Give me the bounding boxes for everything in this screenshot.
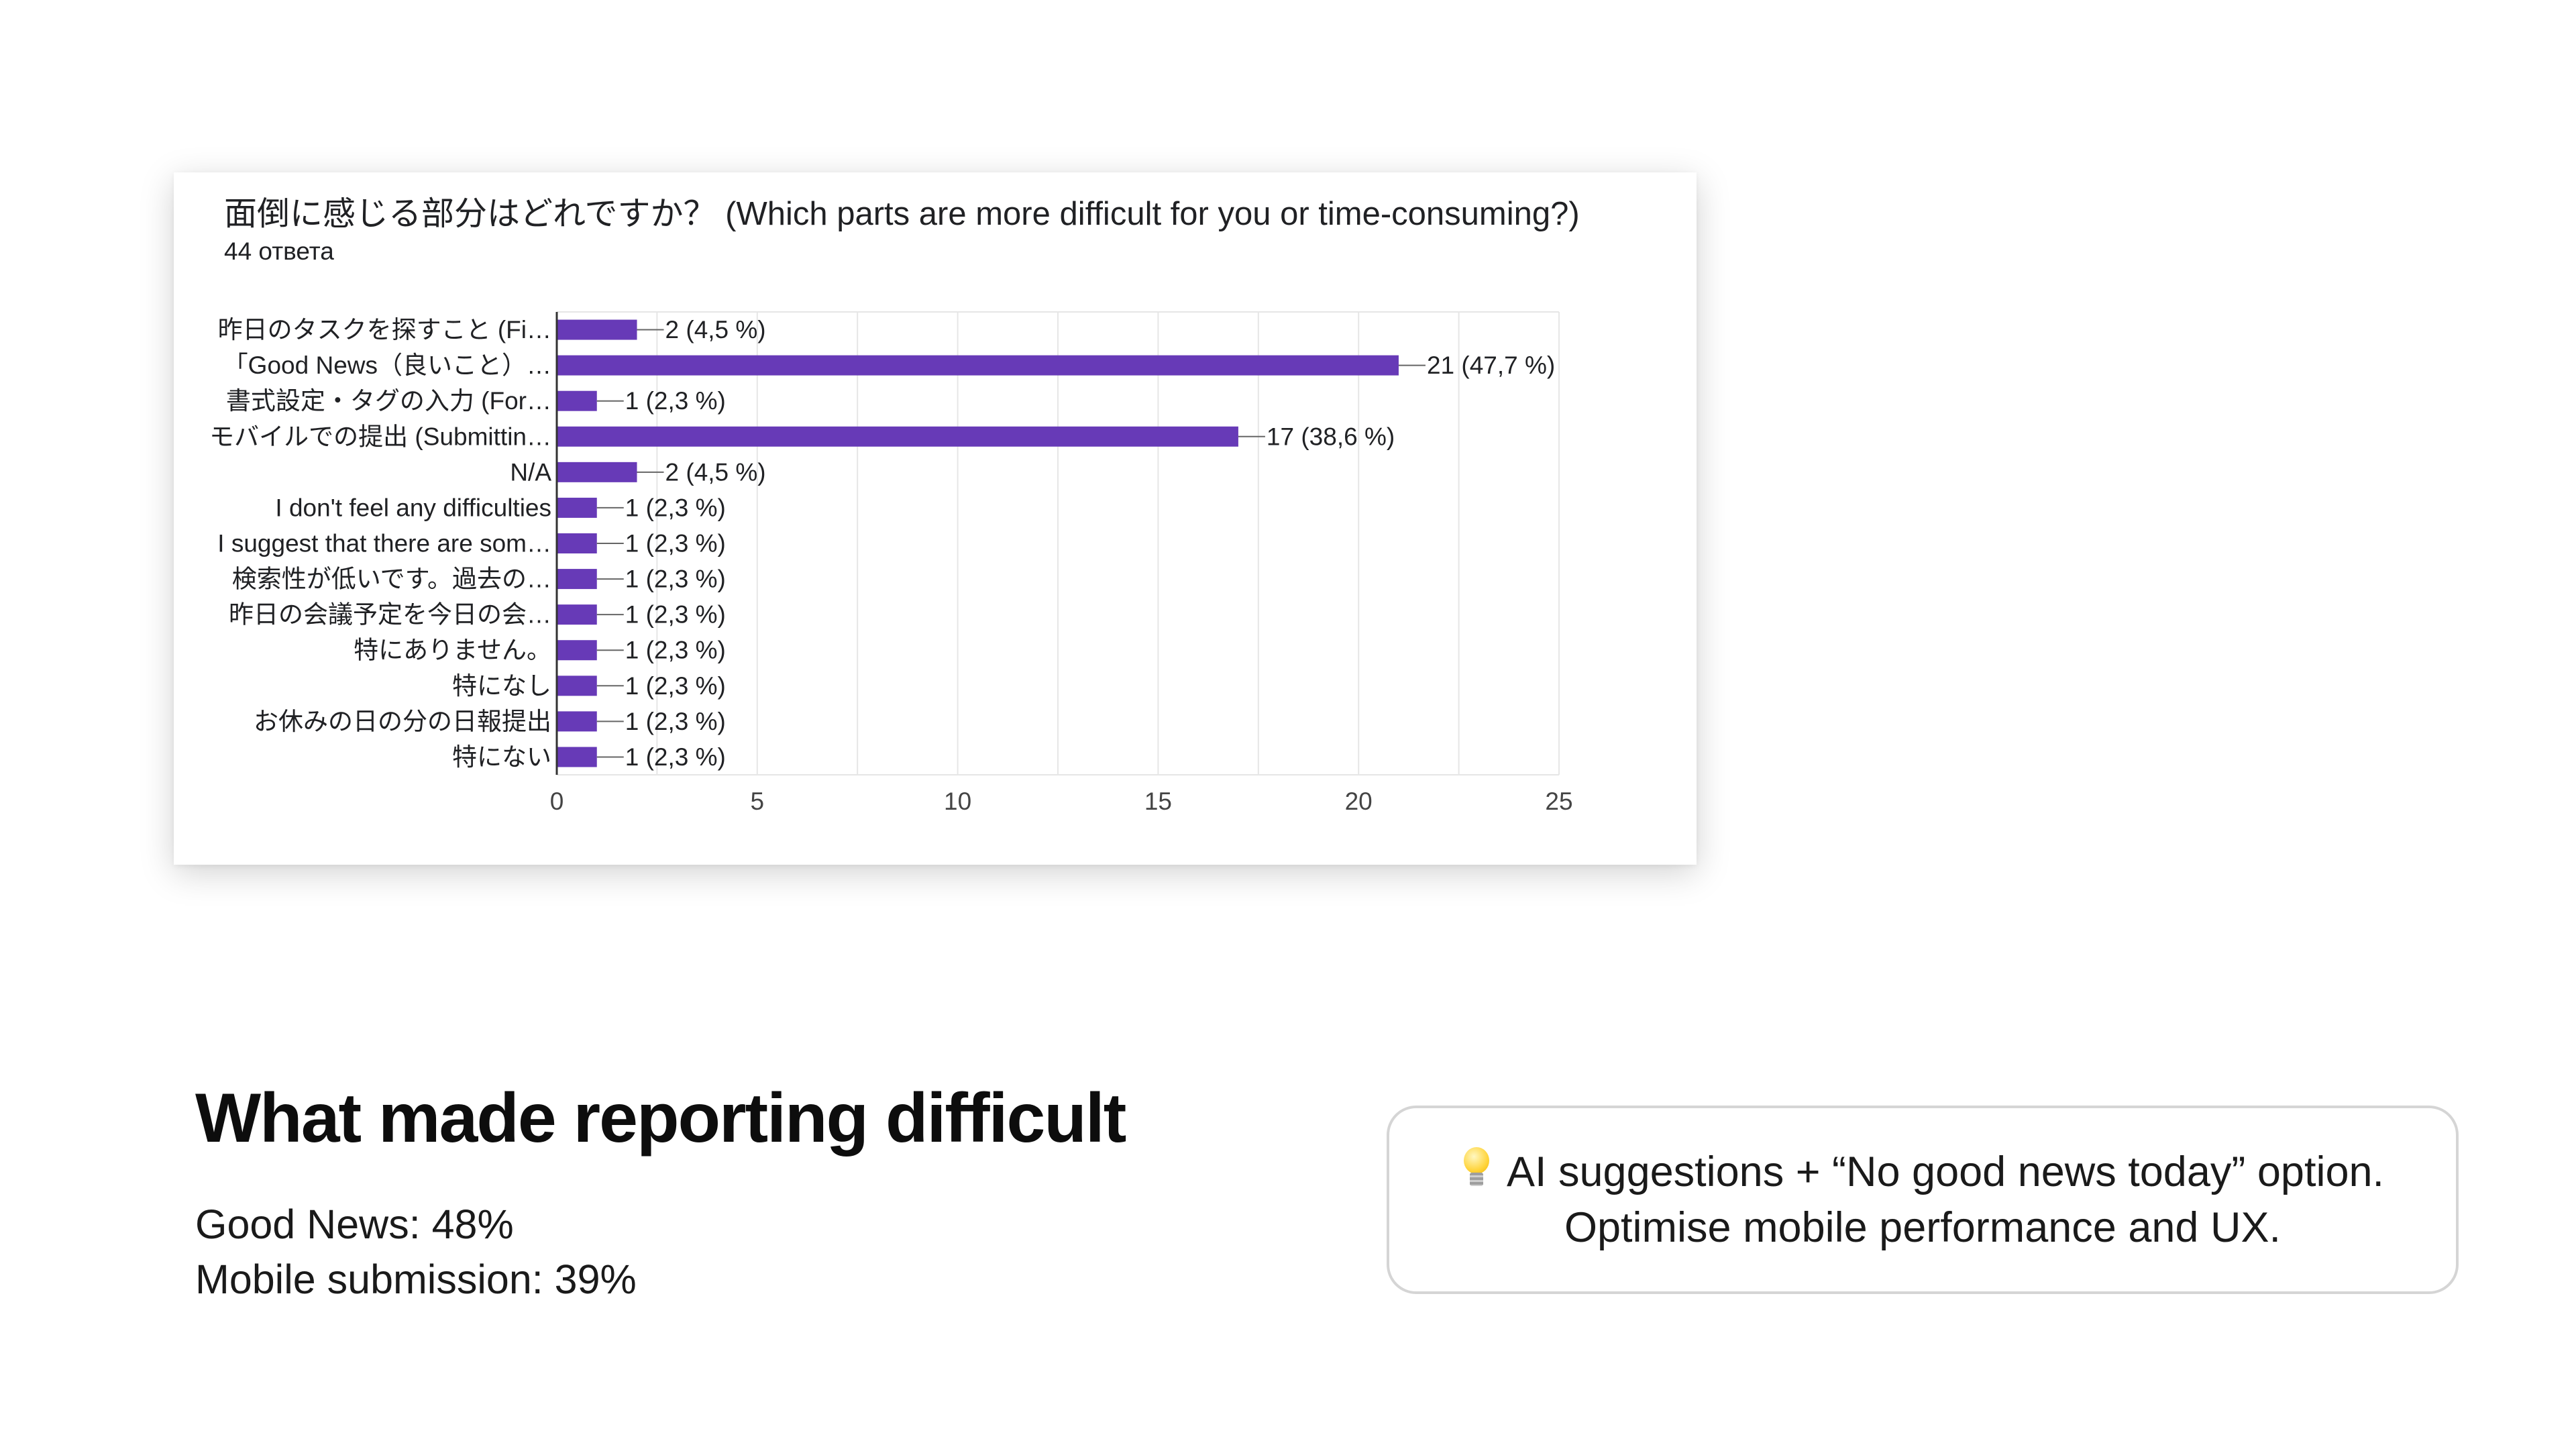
data-label: 1 (2,3 %) bbox=[625, 672, 726, 700]
category-label: N/A bbox=[510, 458, 551, 486]
bar bbox=[557, 747, 597, 767]
bar bbox=[557, 355, 1399, 376]
category-label: 昨日のタスクを探すこと (Fi… bbox=[218, 316, 551, 343]
x-tick-label: 0 bbox=[550, 788, 564, 815]
data-label: 21 (47,7 %) bbox=[1427, 352, 1555, 379]
bar bbox=[557, 569, 597, 590]
chart-title: 面倒に感じる部分はどれですか？ (Which parts are more di… bbox=[224, 196, 1580, 232]
data-label: 1 (2,3 %) bbox=[625, 566, 726, 593]
data-label: 2 (4,5 %) bbox=[665, 316, 766, 343]
category-label: I suggest that there are som… bbox=[217, 530, 551, 557]
data-label: 1 (2,3 %) bbox=[625, 708, 726, 735]
category-label: 特になし bbox=[452, 672, 551, 700]
data-label: 1 (2,3 %) bbox=[625, 530, 726, 557]
category-label: 書式設定・タグの入力 (For… bbox=[226, 387, 551, 415]
bar bbox=[557, 462, 637, 482]
x-tick-label: 25 bbox=[1545, 788, 1572, 815]
category-label: お休みの日の分の日報提出 bbox=[254, 708, 551, 735]
section-heading: What made reporting difficult bbox=[195, 1079, 1126, 1157]
bar bbox=[557, 676, 597, 696]
bar bbox=[557, 390, 597, 411]
data-label: 2 (4,5 %) bbox=[665, 458, 766, 486]
bar bbox=[557, 640, 597, 661]
x-tick-label: 5 bbox=[751, 788, 765, 815]
category-label: 特にない bbox=[452, 743, 551, 771]
bar bbox=[557, 533, 597, 553]
response-count: 44 ответа bbox=[224, 237, 334, 265]
category-label: 特にありません。 bbox=[354, 637, 551, 664]
data-label: 17 (38,6 %) bbox=[1267, 423, 1395, 450]
bar-chart: 昨日のタスクを探すこと (Fi… 2 (4,5 %) 「Good News（良いこと… bbox=[209, 311, 1573, 815]
x-tick-label: 15 bbox=[1144, 788, 1172, 815]
bar bbox=[557, 711, 597, 732]
lightbulb-icon bbox=[1461, 1147, 1492, 1190]
bar bbox=[557, 604, 597, 625]
suggestion-callout: AI suggestions + “No good news today” op… bbox=[1387, 1106, 2459, 1294]
bar bbox=[557, 426, 1238, 447]
category-label: モバイルでの提出 (Submittin… bbox=[209, 423, 551, 450]
category-label: 検索性が低いです。過去の… bbox=[232, 566, 551, 593]
callout-line-1: AI suggestions + “No good news today” op… bbox=[1506, 1148, 2385, 1195]
category-label: 昨日の会議予定を今日の会… bbox=[229, 601, 551, 629]
data-label: 1 (2,3 %) bbox=[625, 387, 726, 415]
data-label: 1 (2,3 %) bbox=[625, 601, 726, 629]
callout-line-2: Optimise mobile performance and UX. bbox=[1564, 1204, 2281, 1251]
stat-good-news: Good News: 48% bbox=[195, 1201, 514, 1247]
data-label: 1 (2,3 %) bbox=[625, 637, 726, 664]
stat-mobile-submission: Mobile submission: 39% bbox=[195, 1256, 637, 1302]
data-label: 1 (2,3 %) bbox=[625, 494, 726, 521]
bar bbox=[557, 497, 597, 518]
category-label: 「Good News（良いこと）… bbox=[223, 352, 551, 379]
chart-card: 面倒に感じる部分はどれですか？ (Which parts are more di… bbox=[174, 172, 1697, 865]
bar bbox=[557, 319, 637, 340]
category-label: I don't feel any difficulties bbox=[275, 494, 551, 521]
x-tick-label: 10 bbox=[944, 788, 971, 815]
data-label: 1 (2,3 %) bbox=[625, 743, 726, 771]
x-tick-label: 20 bbox=[1345, 788, 1373, 815]
